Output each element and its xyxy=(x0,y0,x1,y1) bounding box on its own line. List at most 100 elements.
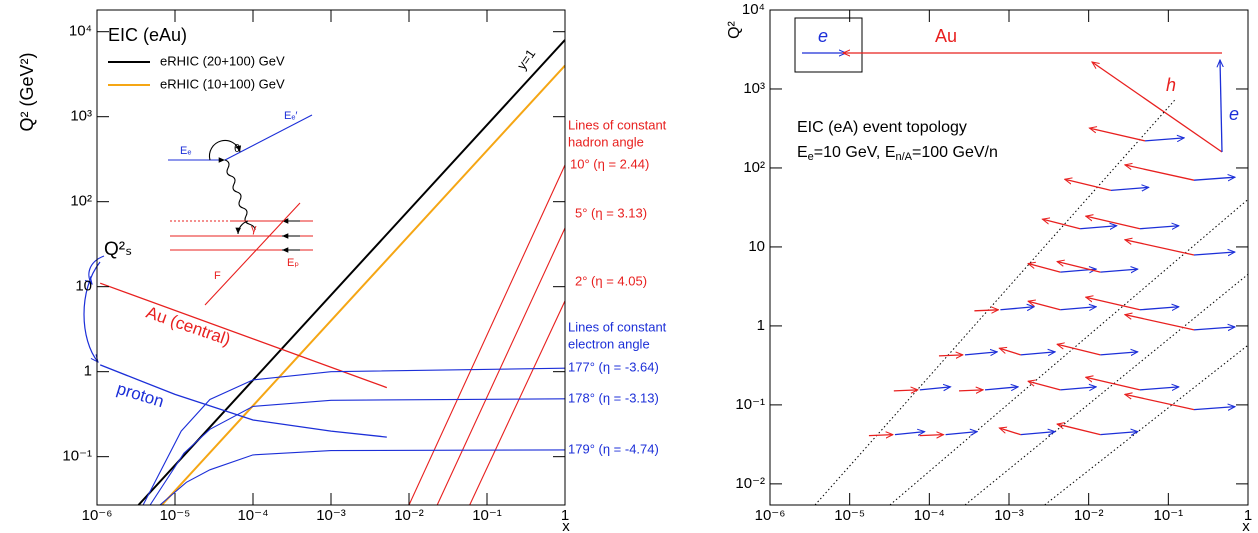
y-tick-label: 10⁴ xyxy=(69,23,92,40)
x-tick-label: 1 xyxy=(1244,507,1252,524)
angle-line xyxy=(142,367,565,505)
x-tick-label: 10⁻⁴ xyxy=(237,507,268,524)
legend-title: EIC (eAu) xyxy=(108,25,187,45)
legend-label: e xyxy=(818,26,828,46)
legend-label: Au xyxy=(935,26,957,46)
electron-arrow xyxy=(1139,307,1179,310)
dotted-line xyxy=(889,199,1248,505)
curve xyxy=(99,282,388,389)
hadron-arrow xyxy=(1086,216,1141,230)
feynman-diagram xyxy=(168,114,313,306)
hadron-arrow xyxy=(1125,240,1195,256)
y-tick-label: 10⁻¹ xyxy=(735,396,765,413)
electron-arrow xyxy=(964,352,997,355)
diagram-arc xyxy=(235,220,249,235)
angle-line xyxy=(149,398,565,505)
y-tick-label: 10³ xyxy=(70,108,92,125)
electron-arrow xyxy=(1100,432,1137,435)
diagram-label: Eₚ xyxy=(287,257,299,269)
y-tick-label: 10 xyxy=(75,278,92,295)
plot-area xyxy=(814,99,1248,505)
dotted-line xyxy=(1044,344,1248,505)
annotation: Lines of constant xyxy=(568,117,667,132)
electron-arrow xyxy=(1000,307,1034,310)
annotation: Q²ₛ xyxy=(104,239,132,260)
electron-arrow xyxy=(1139,387,1179,390)
x-tick-label: 10⁻³ xyxy=(994,507,1024,524)
x-tick-label: 10⁻² xyxy=(1074,507,1104,524)
diagram-label: γ xyxy=(251,223,257,235)
hadron-arrow xyxy=(1057,262,1101,273)
subtitle-part: E xyxy=(797,144,808,161)
hadron-arrow xyxy=(1057,424,1101,436)
diagram-label: Eₑ xyxy=(180,145,191,157)
y-tick-label: 10⁴ xyxy=(742,1,765,18)
line-label: 179° (η = -4.74) xyxy=(568,441,659,456)
plot-area xyxy=(99,39,565,505)
x-axis-label: x xyxy=(1242,518,1250,533)
hadron-arrow xyxy=(1028,381,1061,391)
hadron-arrow xyxy=(999,348,1021,356)
electron-arrow xyxy=(1193,407,1235,410)
line-label: 178° (η = -3.13) xyxy=(568,390,659,405)
hadron-arrow xyxy=(999,428,1021,436)
angle-line xyxy=(408,164,565,505)
curve xyxy=(99,364,387,438)
annotation: hadron angle xyxy=(568,134,644,149)
electron-arrow xyxy=(1110,187,1149,190)
hadron-arrow xyxy=(1125,315,1195,331)
annotation: y=1 xyxy=(514,46,539,72)
angle-line xyxy=(436,227,565,505)
electron-arrow xyxy=(1139,226,1179,229)
x-tick-label: 10⁻¹ xyxy=(1154,507,1184,524)
legend-label: eRHIC (20+100) GeV xyxy=(160,53,285,68)
hadron-arrow xyxy=(1125,165,1195,181)
y-axis-label: Q² xyxy=(726,20,743,38)
y-tick-label: 1 xyxy=(757,317,765,334)
series-line xyxy=(161,64,565,505)
diagram-arc xyxy=(208,139,242,161)
y-tick-label: 10² xyxy=(70,193,92,210)
diagram-label: F xyxy=(214,270,221,282)
electron-arrow xyxy=(1193,177,1235,180)
x-tick-label: 10⁻⁵ xyxy=(160,507,191,524)
y-tick-label: 10 xyxy=(748,238,765,255)
diagram-line xyxy=(224,114,313,161)
pointer-arrow xyxy=(83,261,101,362)
subtitle-part: =10 GeV, E xyxy=(814,144,896,161)
hadron-arrow xyxy=(1086,297,1141,311)
line-label: 5° (η = 3.13) xyxy=(575,205,647,220)
line-label: 10° (η = 2.44) xyxy=(570,156,649,171)
legend-label: e xyxy=(1229,104,1239,124)
electron-arrow xyxy=(919,387,951,390)
hadron-arrow xyxy=(1042,219,1081,230)
curve-label: proton xyxy=(114,379,166,411)
diagram-label: Eₑ′ xyxy=(284,110,298,122)
x-tick-label: 10⁻⁵ xyxy=(834,507,865,524)
angle-line xyxy=(159,449,565,505)
hadron-arrow xyxy=(1028,301,1061,311)
electron-arrow xyxy=(1193,327,1235,330)
angle-line xyxy=(469,300,565,505)
hadron-arrow xyxy=(958,390,983,391)
hadron-arrow xyxy=(1086,377,1141,391)
hadron-arrow xyxy=(868,435,893,436)
line-label: 177° (η = -3.64) xyxy=(568,359,659,374)
hadron-arrow xyxy=(1028,264,1061,273)
y-tick-label: 1 xyxy=(84,363,92,380)
line-label: 2° (η = 4.05) xyxy=(575,273,647,288)
photon xyxy=(224,159,256,231)
title: EIC (eA) event topology xyxy=(797,119,967,136)
hadron-arrow xyxy=(974,310,998,311)
x-tick-label: 10⁻⁶ xyxy=(82,507,113,524)
x-tick-label: 10⁻¹ xyxy=(472,507,502,524)
hadron-arrow xyxy=(1089,128,1146,142)
legend-box xyxy=(794,17,863,73)
legend-arrow xyxy=(1220,60,1222,153)
electron-arrow xyxy=(945,432,978,435)
annotation: Lines of constant xyxy=(568,319,667,334)
electron-arrow xyxy=(1060,307,1096,310)
electron-arrow xyxy=(984,387,1018,390)
